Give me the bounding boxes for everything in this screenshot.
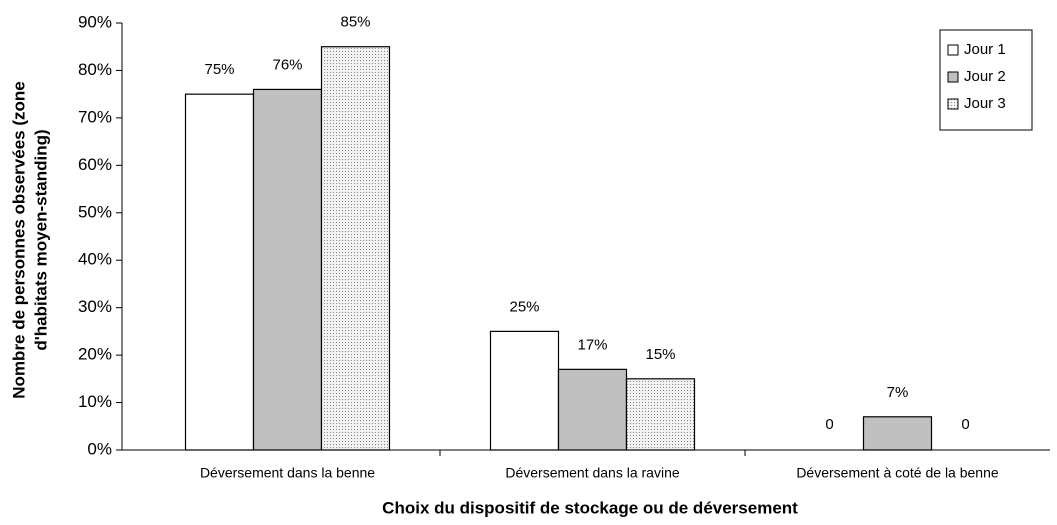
value-label: 85% xyxy=(340,14,370,31)
legend-swatch xyxy=(947,71,959,83)
y-tick-label: 30% xyxy=(78,297,112,316)
value-label: 15% xyxy=(645,346,675,363)
y-tick-label: 50% xyxy=(78,202,112,221)
y-tick-label: 80% xyxy=(78,60,112,79)
bar xyxy=(252,88,323,451)
y-tick-label: 0% xyxy=(87,439,112,458)
y-tick-label: 90% xyxy=(78,12,112,31)
bar xyxy=(625,378,696,451)
y-tick-label: 40% xyxy=(78,250,112,269)
bar xyxy=(184,93,255,451)
x-axis-title: Choix du dispositif de stockage ou de dé… xyxy=(382,498,798,517)
y-tick-label: 20% xyxy=(78,345,112,364)
bar xyxy=(557,368,628,451)
legend-label: Jour 2 xyxy=(964,68,1006,85)
value-label: 0 xyxy=(961,416,969,433)
x-tick-label: Déversement dans la benne xyxy=(200,465,375,481)
legend-swatch xyxy=(947,44,959,56)
y-axis-title: d'habitats moyen-standing) xyxy=(31,129,50,350)
legend-swatch xyxy=(947,98,959,110)
legend-label: Jour 1 xyxy=(964,41,1006,58)
legend-label: Jour 3 xyxy=(964,95,1006,112)
value-label: 25% xyxy=(509,298,539,315)
bar xyxy=(320,46,391,451)
value-label: 0 xyxy=(825,416,833,433)
x-tick-label: Déversement dans la ravine xyxy=(505,465,680,481)
value-label: 7% xyxy=(887,384,909,401)
value-label: 17% xyxy=(577,336,607,353)
y-axis-title: Nombre de personnes observées (zone xyxy=(9,81,28,398)
x-tick-label: Déversement à coté de la benne xyxy=(796,465,999,481)
bar xyxy=(862,416,933,451)
bar xyxy=(489,330,560,451)
y-tick-label: 70% xyxy=(78,107,112,126)
y-tick-label: 10% xyxy=(78,392,112,411)
y-tick-label: 60% xyxy=(78,155,112,174)
value-label: 76% xyxy=(272,56,302,73)
value-label: 75% xyxy=(204,61,234,78)
